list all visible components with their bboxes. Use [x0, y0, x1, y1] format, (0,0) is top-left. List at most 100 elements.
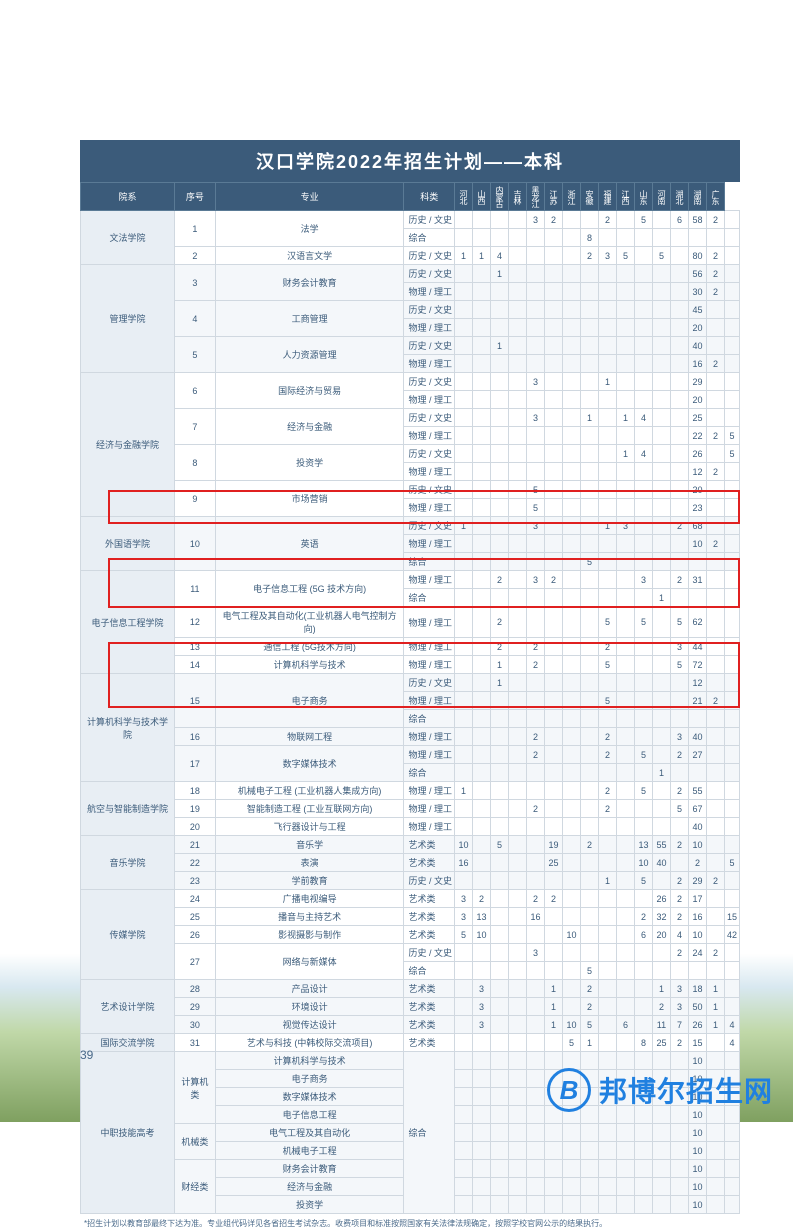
value-cell: [508, 1070, 526, 1088]
value-cell: [652, 553, 670, 571]
value-cell: [562, 301, 580, 319]
value-cell: 1: [472, 247, 490, 265]
value-cell: [544, 283, 562, 301]
value-cell: [706, 1052, 724, 1070]
value-cell: [454, 481, 472, 499]
value-cell: [454, 1160, 472, 1178]
major-cell: 投资学: [215, 1196, 404, 1214]
major-cell: 投资学: [215, 445, 404, 481]
value-cell: [598, 818, 616, 836]
value-cell: [634, 1160, 652, 1178]
value-cell: [670, 391, 688, 409]
value-cell: [454, 1070, 472, 1088]
value-cell: [508, 980, 526, 998]
value-cell: 2: [706, 463, 724, 481]
title-bar: 汉口学院2022年招生计划——本科: [80, 140, 740, 182]
value-cell: [670, 710, 688, 728]
value-cell: [634, 427, 652, 445]
value-cell: [598, 1124, 616, 1142]
value-cell: [616, 463, 634, 481]
value-cell: [706, 764, 724, 782]
value-cell: 2: [526, 746, 544, 764]
value-cell: [526, 535, 544, 553]
value-cell: [616, 656, 634, 674]
value-cell: [598, 553, 616, 571]
value-cell: [670, 818, 688, 836]
value-cell: 2: [706, 265, 724, 283]
major-cell: 法学: [215, 211, 404, 247]
value-cell: [562, 728, 580, 746]
value-cell: [490, 998, 508, 1016]
no-cell: 4: [175, 301, 216, 337]
value-cell: [598, 944, 616, 962]
value-cell: [472, 355, 490, 373]
value-cell: [526, 355, 544, 373]
value-cell: [490, 854, 508, 872]
subject-cell: 历史 / 文史: [404, 301, 455, 319]
no-cell: 31: [175, 1034, 216, 1052]
value-cell: [526, 764, 544, 782]
value-cell: [562, 764, 580, 782]
value-cell: 13: [634, 836, 652, 854]
value-cell: 5: [580, 553, 598, 571]
value-cell: [526, 319, 544, 337]
value-cell: [706, 229, 724, 247]
value-cell: [472, 535, 490, 553]
value-cell: [670, 445, 688, 463]
value-cell: 2: [670, 908, 688, 926]
value-cell: 2: [526, 890, 544, 908]
no-cell: 25: [175, 908, 216, 926]
value-cell: [544, 1178, 562, 1196]
value-cell: [724, 746, 739, 764]
no-cell: 29: [175, 998, 216, 1016]
value-cell: [490, 872, 508, 890]
no-cell: 21: [175, 836, 216, 854]
value-cell: [544, 265, 562, 283]
col-header: 江苏: [544, 183, 562, 211]
value-cell: [454, 764, 472, 782]
value-cell: [454, 1106, 472, 1124]
value-cell: 4: [724, 1016, 739, 1034]
dept-cell: 中职技能高考: [81, 1052, 175, 1214]
subject-cell: 艺术类: [404, 998, 455, 1016]
value-cell: [598, 301, 616, 319]
value-cell: 5: [724, 445, 739, 463]
value-cell: [508, 607, 526, 638]
value-cell: [472, 517, 490, 535]
value-cell: [454, 319, 472, 337]
page-number: 39: [80, 1048, 93, 1062]
value-cell: [652, 872, 670, 890]
col-header: 广东: [706, 183, 724, 211]
value-cell: [724, 1142, 739, 1160]
value-cell: 68: [688, 517, 706, 535]
value-cell: 5: [562, 1034, 580, 1052]
major-cell: 电气工程及其自动化(工业机器人电气控制方向): [215, 607, 404, 638]
major-cell: 学前教育: [215, 872, 404, 890]
value-cell: 3: [526, 571, 544, 589]
value-cell: [544, 764, 562, 782]
value-cell: [454, 1124, 472, 1142]
subject-cell: 历史 / 文史: [404, 211, 455, 229]
subject-cell: 艺术类: [404, 1016, 455, 1034]
dept-cell: 文法学院: [81, 211, 175, 265]
major-cell: 音乐学: [215, 836, 404, 854]
value-cell: [508, 1106, 526, 1124]
value-cell: [598, 589, 616, 607]
value-cell: [652, 337, 670, 355]
value-cell: [652, 782, 670, 800]
subject-cell: 艺术类: [404, 1034, 455, 1052]
value-cell: [472, 872, 490, 890]
value-cell: [508, 499, 526, 517]
table-row: 26影视摄影与制作艺术类5101062041042: [81, 926, 740, 944]
value-cell: [472, 710, 490, 728]
col-header: 科类: [404, 183, 455, 211]
value-cell: [580, 355, 598, 373]
dept-cell: 传媒学院: [81, 890, 175, 980]
value-cell: [670, 764, 688, 782]
value-cell: [508, 962, 526, 980]
value-cell: [580, 944, 598, 962]
value-cell: [634, 355, 652, 373]
value-cell: [670, 589, 688, 607]
value-cell: [508, 890, 526, 908]
no-cell: 10: [175, 517, 216, 571]
